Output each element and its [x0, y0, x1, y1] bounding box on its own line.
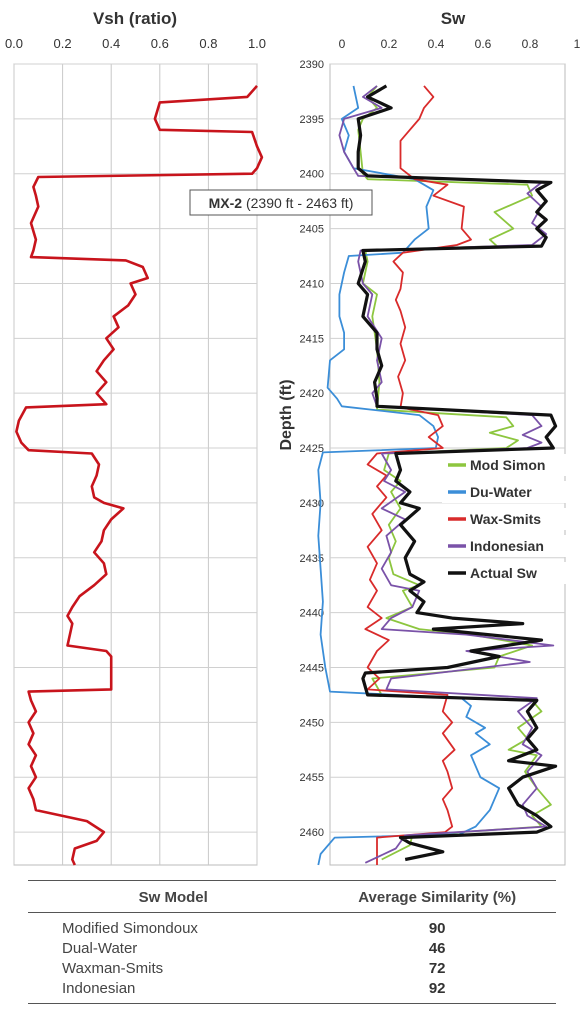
table-row: Modified Simondoux 90 [28, 913, 556, 940]
sw-title: Sw [441, 9, 466, 28]
sw-depth-tick-label: 2390 [300, 59, 324, 71]
table-row: Indonesian 92 [28, 979, 556, 1004]
vsh-line [15, 85, 264, 866]
legend-bg [442, 508, 586, 530]
column-header-similarity: Average Similarity (%) [318, 880, 556, 913]
legend-label: Mod Simon [470, 457, 545, 473]
vsh-x-tick-label: 0.0 [5, 36, 23, 51]
sw-x-tick-label: 0.2 [381, 37, 398, 51]
sw-legend: Mod Simon Du-Water Wax-Smits Indonesian Actu… [442, 454, 586, 584]
sw-line-actual-sw [356, 84, 558, 862]
legend-label: Wax-Smits [470, 511, 541, 527]
sw-grid [329, 63, 566, 866]
sw-depth-tick-label: 2405 [300, 224, 324, 236]
sw-depth-tick-label: 2410 [300, 278, 324, 290]
sw-depth-tick-label: 2455 [300, 772, 324, 784]
vsh-title: Vsh (ratio) [93, 9, 177, 28]
sw-x-tick-label: 0.8 [522, 37, 539, 51]
vsh-x-tick-label: 0.4 [102, 36, 120, 51]
legend-label: Actual Sw [470, 565, 537, 581]
legend-bg [442, 481, 586, 503]
sw-depth-tick-label: 2450 [300, 717, 324, 729]
model-name: Indonesian [28, 979, 319, 1004]
legend-bg [442, 535, 586, 557]
sw-depth-tick-label: 2430 [300, 498, 324, 510]
well-name: MX-2 [209, 195, 243, 211]
table-header-row: Sw Model Average Similarity (%) [28, 880, 556, 913]
vsh-frame [13, 63, 258, 866]
sw-depth-tick-label: 2445 [300, 662, 324, 674]
vsh-x-tick-label: 0.6 [151, 36, 169, 51]
sw-line-wax-smits [364, 85, 472, 865]
sw-panel: Sw 0 0.2 0.4 0.6 0.8 1 2390 2395 2400 2405 2410 24… [278, 9, 586, 866]
figure-canvas: Vsh (ratio) 0.0 0.2 0.4 0.6 0.8 1.0 Sw 0 0.2 0.… [4, 9, 586, 866]
vsh-x-ticks: 0.0 0.2 0.4 0.6 0.8 1.0 [5, 36, 266, 51]
model-name: Modified Simondoux [62, 920, 198, 937]
sw-depth-tick-label: 2440 [300, 608, 324, 620]
sw-depth-ticks: 2390 2395 2400 2405 2410 2415 2420 2425 2430 2435… [300, 59, 324, 839]
depth-range: (2390 ft - 2463 ft) [242, 195, 353, 211]
sw-series [317, 84, 558, 866]
sw-depth-tick-label: 2420 [300, 388, 324, 400]
sw-x-tick-label: 1 [574, 37, 581, 51]
similarity-value: 46 [428, 940, 446, 957]
similarity-table-container: Sw Model Average Similarity (%) Modified… [28, 880, 556, 1004]
similarity-value: 72 [428, 960, 446, 977]
similarity-value: 90 [428, 920, 446, 937]
vsh-series [15, 85, 264, 866]
table-row: Waxman-Smits 72 [28, 959, 556, 979]
sw-x-tick-label: 0.6 [475, 37, 492, 51]
depth-axis-label: Depth (ft) [278, 379, 295, 450]
sw-x-ticks: 0 0.2 0.4 0.6 0.8 1 [339, 37, 581, 51]
model-name: Dual-Water [62, 940, 138, 957]
vsh-x-tick-label: 0.2 [54, 36, 72, 51]
sw-depth-tick-label: 2395 [300, 114, 324, 126]
legend-bg [442, 562, 586, 584]
sw-depth-tick-label: 2425 [300, 443, 324, 455]
vsh-panel: Vsh (ratio) 0.0 0.2 0.4 0.6 0.8 1.0 [5, 9, 266, 866]
model-name: Waxman-Smits [62, 960, 164, 977]
sw-x-tick-label: 0 [339, 37, 346, 51]
legend-bg [442, 454, 586, 476]
legend-label: Du-Water [470, 484, 532, 500]
sw-depth-tick-label: 2435 [300, 553, 324, 565]
sw-depth-tick-label: 2415 [300, 333, 324, 345]
sw-depth-tick-label: 2400 [300, 169, 324, 181]
column-header-model: Sw Model [28, 880, 319, 913]
legend-label: Indonesian [470, 538, 544, 554]
vsh-x-tick-label: 0.8 [199, 36, 217, 51]
sw-x-tick-label: 0.4 [428, 37, 445, 51]
svg-text:MX-2 (2390 ft - 2463 ft): MX-2 (2390 ft - 2463 ft) [209, 195, 354, 211]
well-annotation: MX-2 (2390 ft - 2463 ft) [189, 189, 373, 216]
sw-depth-tick-label: 2460 [300, 827, 324, 839]
similarity-table: Sw Model Average Similarity (%) Modified… [28, 880, 556, 1004]
vsh-x-tick-label: 1.0 [248, 36, 266, 51]
vsh-grid [13, 63, 258, 866]
similarity-value: 92 [318, 979, 556, 1004]
table-row: Dual-Water 46 [28, 939, 556, 959]
